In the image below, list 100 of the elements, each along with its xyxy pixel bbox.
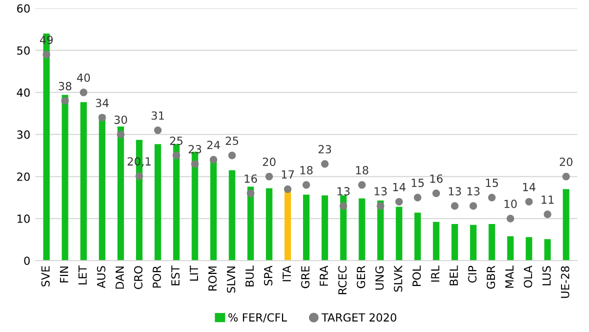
data-label: 11 bbox=[542, 196, 554, 204]
bar bbox=[303, 194, 310, 261]
point bbox=[506, 214, 514, 222]
point bbox=[135, 172, 144, 180]
y-tick-label: 10 bbox=[18, 214, 30, 223]
point bbox=[172, 152, 180, 160]
point bbox=[265, 172, 273, 180]
x-tick-label: LIT bbox=[190, 265, 198, 281]
y-tick-label: 50 bbox=[17, 46, 30, 55]
data-label: 13 bbox=[467, 187, 480, 196]
data-label: 14 bbox=[393, 183, 406, 192]
point bbox=[358, 181, 366, 189]
y-tick-label: 40 bbox=[16, 88, 30, 97]
x-tick-label: POL bbox=[412, 266, 421, 286]
y-tick-label: 20 bbox=[17, 172, 30, 181]
data-label: 15 bbox=[412, 178, 424, 188]
bar bbox=[154, 144, 162, 261]
bar bbox=[396, 206, 402, 261]
bar bbox=[451, 224, 458, 261]
bar bbox=[544, 239, 551, 261]
x-tick-label: UE-28 bbox=[560, 266, 570, 298]
bar bbox=[507, 236, 514, 261]
point bbox=[340, 202, 348, 210]
x-tick-label: CRO bbox=[134, 266, 142, 290]
point bbox=[42, 50, 50, 58]
x-tick-label: AUS bbox=[96, 266, 106, 288]
x-tick-label: GER bbox=[356, 266, 366, 288]
data-label: 13 bbox=[374, 187, 387, 196]
bar bbox=[228, 170, 236, 261]
x-tick-label: FRA bbox=[320, 266, 328, 286]
bar bbox=[562, 189, 570, 261]
x-tick-label: RCEC bbox=[338, 266, 347, 294]
bar bbox=[98, 114, 106, 261]
bar bbox=[266, 188, 272, 261]
point bbox=[80, 88, 88, 96]
data-label: 25 bbox=[226, 136, 238, 145]
bar bbox=[284, 190, 291, 261]
data-label: 31 bbox=[152, 111, 164, 120]
point bbox=[488, 194, 496, 202]
point bbox=[562, 172, 570, 180]
data-label: 17 bbox=[282, 170, 294, 178]
bar bbox=[322, 195, 328, 261]
point bbox=[228, 152, 236, 160]
data-label: 20 bbox=[560, 158, 572, 166]
bar bbox=[432, 222, 440, 261]
x-tick-label: EST bbox=[171, 265, 180, 286]
point bbox=[154, 126, 162, 134]
point bbox=[376, 202, 384, 210]
data-label: 23 bbox=[188, 145, 202, 154]
data-label: 20 bbox=[262, 158, 276, 166]
data-label: 18 bbox=[300, 166, 313, 174]
point bbox=[246, 190, 254, 198]
x-tick-label: UNG bbox=[375, 266, 384, 290]
bar bbox=[358, 198, 366, 261]
x-tick-label: BUL bbox=[246, 266, 254, 286]
bar bbox=[210, 160, 217, 261]
bar bbox=[488, 224, 496, 261]
bar bbox=[62, 94, 68, 261]
x-tick-label: SLVN bbox=[226, 266, 236, 293]
data-label: 10 bbox=[504, 200, 517, 208]
bar bbox=[526, 237, 532, 261]
data-label: 23 bbox=[318, 145, 332, 154]
legend-label: TARGET 2020 bbox=[321, 313, 396, 322]
point bbox=[469, 202, 478, 210]
data-label: 30 bbox=[114, 116, 128, 124]
bar bbox=[192, 152, 198, 261]
y-tick-label: 60 bbox=[17, 4, 30, 13]
x-tick-label: ROM bbox=[208, 266, 217, 290]
data-label: 38 bbox=[58, 82, 72, 90]
bar bbox=[80, 102, 87, 261]
point bbox=[525, 198, 533, 206]
y-tick-label: 0 bbox=[24, 256, 30, 265]
point bbox=[302, 181, 310, 189]
y-tick-label: 30 bbox=[17, 130, 30, 139]
bar bbox=[247, 186, 254, 261]
point bbox=[210, 156, 218, 164]
bar bbox=[414, 212, 421, 261]
x-tick-label: SPA bbox=[264, 266, 272, 286]
data-label: 13 bbox=[338, 187, 350, 196]
x-tick-label: CIP bbox=[468, 266, 477, 283]
bar bbox=[470, 224, 477, 261]
point bbox=[321, 160, 329, 168]
point bbox=[395, 198, 403, 206]
point bbox=[450, 202, 459, 210]
bar bbox=[117, 126, 124, 261]
x-tick-label: LET bbox=[78, 265, 87, 284]
x-tick-label: OLA bbox=[524, 266, 532, 288]
x-tick-label: SLVK bbox=[394, 265, 402, 292]
point bbox=[98, 114, 106, 122]
point bbox=[544, 210, 552, 218]
data-label: 16 bbox=[244, 174, 257, 183]
x-tick-label: ITA bbox=[282, 266, 291, 282]
x-tick-label: BEL bbox=[450, 266, 458, 286]
bar bbox=[173, 144, 180, 261]
point bbox=[414, 194, 422, 202]
x-tick-label: FIN bbox=[60, 266, 68, 282]
x-tick-label: GBR bbox=[486, 266, 496, 289]
data-label: 16 bbox=[430, 174, 443, 183]
data-label: 24 bbox=[207, 140, 220, 150]
point bbox=[191, 160, 199, 168]
